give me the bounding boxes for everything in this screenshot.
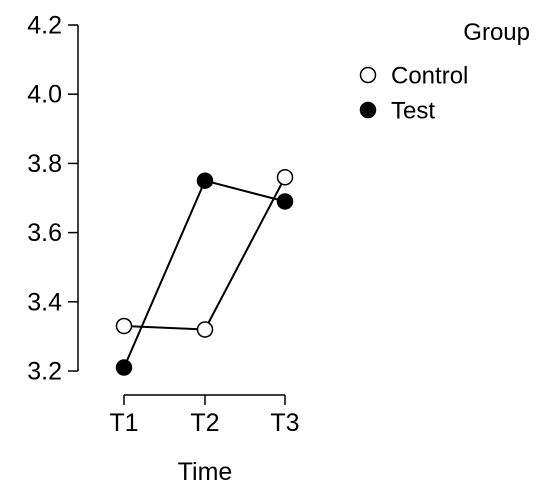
y-tick-label: 3.6	[27, 219, 62, 247]
data-point-control	[278, 170, 293, 185]
data-point-test	[278, 194, 293, 209]
legend-title: Group	[463, 19, 530, 46]
legend-item-test: Test	[361, 98, 436, 125]
x-tick-label: T2	[190, 409, 219, 437]
legend-label: Control	[391, 63, 468, 90]
data-point-test	[198, 173, 213, 188]
legend-label: Test	[391, 98, 435, 125]
y-tick-label: 4.2	[27, 12, 62, 40]
series-points	[117, 170, 293, 375]
x-tick-label: T1	[109, 409, 138, 437]
y-tick-label: 3.4	[27, 288, 62, 316]
y-tick-label: 4.0	[27, 81, 62, 109]
x-axis-label: Time	[178, 458, 233, 486]
series-line-control	[124, 177, 285, 329]
y-axis-ticks: 3.2 3.4 3.6 3.8 4.0 4.2	[27, 12, 78, 386]
y-tick-label: 3.2	[27, 358, 62, 386]
legend-marker	[361, 103, 376, 118]
series-lines	[124, 177, 285, 367]
y-tick-label: 3.8	[27, 150, 62, 178]
x-axis-ticks: T1 T2 T3	[109, 395, 299, 437]
legend-items: Control Test	[361, 63, 469, 125]
data-point-control	[198, 322, 213, 337]
legend: Group Control Test	[361, 19, 531, 125]
x-tick-label: T3	[270, 409, 299, 437]
data-point-test	[117, 360, 132, 375]
legend-item-control: Control	[361, 63, 469, 90]
series-line-test	[124, 181, 285, 368]
legend-marker	[361, 68, 376, 83]
data-point-control	[117, 319, 132, 334]
